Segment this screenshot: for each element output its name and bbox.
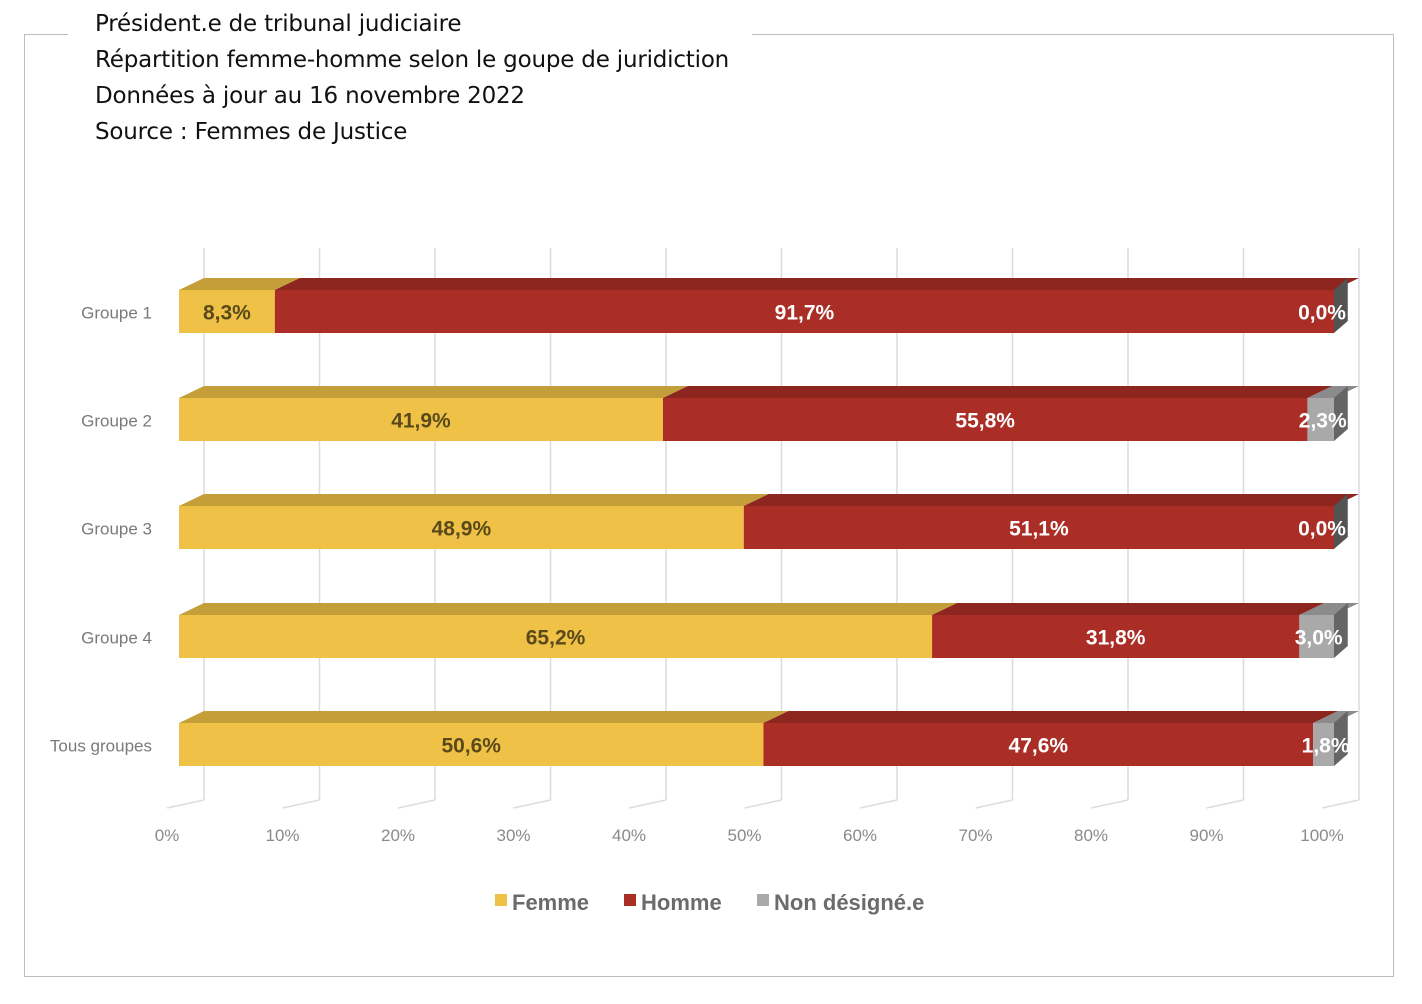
x-tick-label: 10% (265, 826, 299, 845)
floor-gridline (744, 799, 782, 809)
bar-side (1334, 278, 1348, 333)
axes: 0% 10% 20% 30% 40% 50% 60% 70% 80% 90% 100% Groupe … (50, 304, 1344, 846)
bar-segment (179, 398, 663, 441)
bar-top-femme (179, 494, 769, 506)
data-label: 31,8% (1086, 627, 1146, 650)
data-label: 55,8% (955, 410, 1015, 433)
floor-gridline (859, 799, 898, 809)
bar-top-homme (274, 278, 1359, 290)
bar-top-femme (179, 278, 300, 290)
legend: Femme Homme Non désigné.e (495, 890, 924, 915)
data-label: 1,8% (1302, 735, 1350, 758)
x-tick-label: 40% (612, 826, 646, 845)
data-label: 65,2% (526, 627, 586, 650)
floor-gridline (975, 799, 1013, 809)
bar-segment (743, 506, 1334, 549)
bar-side (1334, 494, 1348, 549)
bar-side (1334, 386, 1348, 441)
data-label: 0,0% (1298, 302, 1346, 325)
data-label: 41,9% (391, 410, 451, 433)
category-label: Groupe 2 (81, 412, 152, 431)
legend-label: Femme (512, 890, 589, 915)
header-source: Source : Femmes de Justice (95, 119, 408, 145)
x-tick-label: 20% (381, 826, 415, 845)
data-label: 50,6% (441, 735, 501, 758)
legend-swatch (757, 894, 769, 906)
data-label: 48,9% (432, 518, 492, 541)
bar-segment (932, 615, 1300, 658)
floor-gridline (1090, 799, 1129, 809)
data-label: 0,0% (1298, 518, 1346, 541)
floor-gridline (1206, 799, 1244, 809)
bar-segment (1307, 398, 1334, 441)
header-mask (68, 20, 752, 50)
data-label: 2,3% (1299, 410, 1347, 433)
floor-gridline (166, 799, 205, 809)
x-tick-label: 50% (727, 826, 761, 845)
x-tick-label: 100% (1300, 826, 1343, 845)
x-tick-label: 80% (1074, 826, 1108, 845)
data-label: 8,3% (203, 302, 251, 325)
floor-gridline (513, 799, 551, 809)
legend-label: Non désigné.e (774, 890, 924, 915)
bar-top-homme (662, 386, 1333, 398)
bar-side (1334, 711, 1348, 766)
floor-gridline (1321, 799, 1360, 809)
chart-header: Président.e de tribunal judiciaire Répar… (95, 6, 729, 150)
header-title: Président.e de tribunal judiciaire (95, 11, 462, 37)
bar-top-homme (743, 494, 1359, 506)
x-tick-label: 60% (843, 826, 877, 845)
floor-gridline (628, 799, 667, 809)
x-tick-label: 70% (958, 826, 992, 845)
category-label: Groupe 3 (81, 520, 152, 539)
legend-swatch (624, 894, 636, 906)
bar-segment (1299, 615, 1334, 658)
bar-segment (763, 723, 1314, 766)
header-subtitle: Répartition femme-homme selon le goupe d… (95, 47, 730, 73)
x-tick-label: 0% (155, 826, 180, 845)
data-label: 3,0% (1295, 627, 1343, 650)
header-date: Données à jour au 16 novembre 2022 (95, 83, 525, 109)
bar-segment (179, 506, 744, 549)
x-tick-label: 90% (1189, 826, 1223, 845)
bar-segment (274, 290, 1334, 333)
data-label: 91,7% (775, 302, 835, 325)
data-label: 47,6% (1009, 735, 1069, 758)
legend-swatch (495, 894, 507, 906)
category-label: Groupe 4 (81, 629, 152, 648)
floor-gridline (282, 799, 320, 809)
x-tick-label: 30% (496, 826, 530, 845)
value-labels: 8,3% 91,7% 0,0% 41,9% 55,8% 2,3% 48,9% 51,1% 0,0… (203, 302, 1350, 758)
bar-side (1334, 603, 1348, 658)
bar-top-femme (179, 386, 688, 398)
bar-top-femme (179, 711, 789, 723)
bar-top-homme (932, 603, 1325, 615)
floor-gridline (397, 799, 436, 809)
bar-segment (662, 398, 1308, 441)
legend-label: Homme (641, 890, 722, 915)
bar-segment (179, 615, 933, 658)
bar-segment (1313, 723, 1334, 766)
bar-top-femme (179, 603, 958, 615)
data-label: 51,1% (1009, 518, 1069, 541)
category-label: Groupe 1 (81, 304, 152, 323)
bar-top-non-d-sign-e (1299, 603, 1359, 615)
bar-segment (179, 723, 764, 766)
bars (179, 278, 1359, 766)
bar-segment (179, 290, 275, 333)
bar-top-homme (763, 711, 1339, 723)
category-label: Tous groupes (50, 737, 152, 756)
